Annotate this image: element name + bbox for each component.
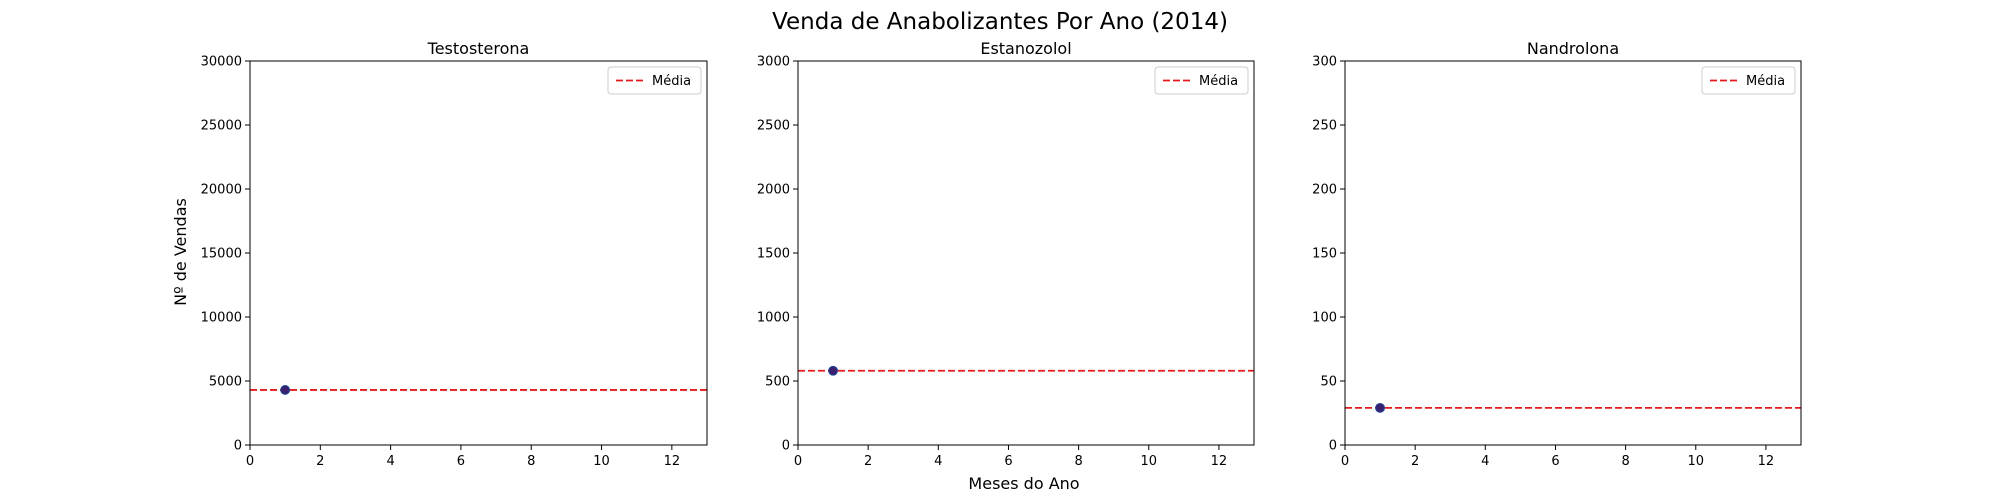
legend-box <box>1701 66 1796 95</box>
x-tick-label: 0 <box>1341 454 1349 469</box>
x-tick-label: 12 <box>664 454 681 469</box>
legend: Média <box>1154 66 1249 95</box>
x-tick-label: 4 <box>934 454 942 469</box>
y-tick-label: 5000 <box>209 375 242 390</box>
y-tick-label: 0 <box>1329 439 1337 454</box>
y-tick-label: 100 <box>1312 311 1337 326</box>
x-axis-label: Meses do Ano <box>968 474 1079 493</box>
x-tick-label: 6 <box>457 454 465 469</box>
y-tick-label: 15000 <box>201 247 242 262</box>
y-tick-label: 200 <box>1312 183 1337 198</box>
x-tick-label: 4 <box>386 454 394 469</box>
y-tick-label: 300 <box>1312 55 1337 70</box>
y-axis-label: Nº de Vendas <box>171 198 190 306</box>
subplot-title: Nandrolona <box>1527 39 1619 58</box>
subplot-2: Estanozolol 0 2 4 6 8 10 12 0 500 1000 1500 2000 2500… <box>757 39 1255 469</box>
subplot-1: Testosterona 0 2 4 6 8 10 12 0 5000 10000 15000 2000… <box>201 39 708 469</box>
subplot-title: Estanozolol <box>980 39 1071 58</box>
legend: Média <box>607 66 702 95</box>
x-tick-label: 2 <box>864 454 872 469</box>
y-tick-label: 50 <box>1320 375 1337 390</box>
legend-label-mean: Média <box>1746 74 1785 89</box>
x-tick-label: 12 <box>1211 454 1228 469</box>
subplot-3: Nandrolona 0 2 4 6 8 10 12 0 50 100 150 200 250 300 Méd… <box>1312 39 1802 469</box>
y-tick-label: 10000 <box>201 311 242 326</box>
y-tick-label: 0 <box>234 439 242 454</box>
x-tick-label: 2 <box>1411 454 1419 469</box>
x-tick-label: 0 <box>246 454 254 469</box>
y-tick-label: 30000 <box>201 55 242 70</box>
x-tick-label: 8 <box>527 454 535 469</box>
y-tick-label: 500 <box>765 375 790 390</box>
x-tick-label: 10 <box>1140 454 1157 469</box>
legend-box <box>1154 66 1249 95</box>
x-tick-label: 8 <box>1074 454 1082 469</box>
x-tick-label: 4 <box>1481 454 1489 469</box>
y-tick-label: 20000 <box>201 183 242 198</box>
x-tick-label: 12 <box>1758 454 1775 469</box>
y-tick-label: 2000 <box>757 183 790 198</box>
x-tick-label: 10 <box>1687 454 1704 469</box>
x-tick-label: 6 <box>1004 454 1012 469</box>
y-tick-label: 1500 <box>757 247 790 262</box>
x-tick-label: 0 <box>794 454 802 469</box>
x-tick-label: 8 <box>1621 454 1629 469</box>
legend: Média <box>1701 66 1796 95</box>
x-tick-label: 6 <box>1551 454 1559 469</box>
y-tick-label: 150 <box>1312 247 1337 262</box>
axes-frame <box>1344 60 1802 446</box>
axes-frame <box>797 60 1255 446</box>
y-tick-label: 250 <box>1312 119 1337 134</box>
axes-frame <box>249 60 708 446</box>
data-point <box>280 385 291 395</box>
y-tick-label: 0 <box>782 439 790 454</box>
subplot-title: Testosterona <box>427 39 530 58</box>
y-tick-label: 25000 <box>201 119 242 134</box>
y-tick-label: 3000 <box>757 55 790 70</box>
y-tick-label: 2500 <box>757 119 790 134</box>
y-tick-label: 1000 <box>757 311 790 326</box>
legend-box <box>607 66 702 95</box>
x-tick-label: 2 <box>316 454 324 469</box>
data-point <box>828 365 838 376</box>
figure-title: Venda de Anabolizantes Por Ano (2014) <box>772 9 1228 35</box>
legend-label-mean: Média <box>1199 74 1238 89</box>
x-tick-label: 10 <box>593 454 610 469</box>
data-point <box>1375 402 1385 413</box>
legend-label-mean: Média <box>652 74 691 89</box>
